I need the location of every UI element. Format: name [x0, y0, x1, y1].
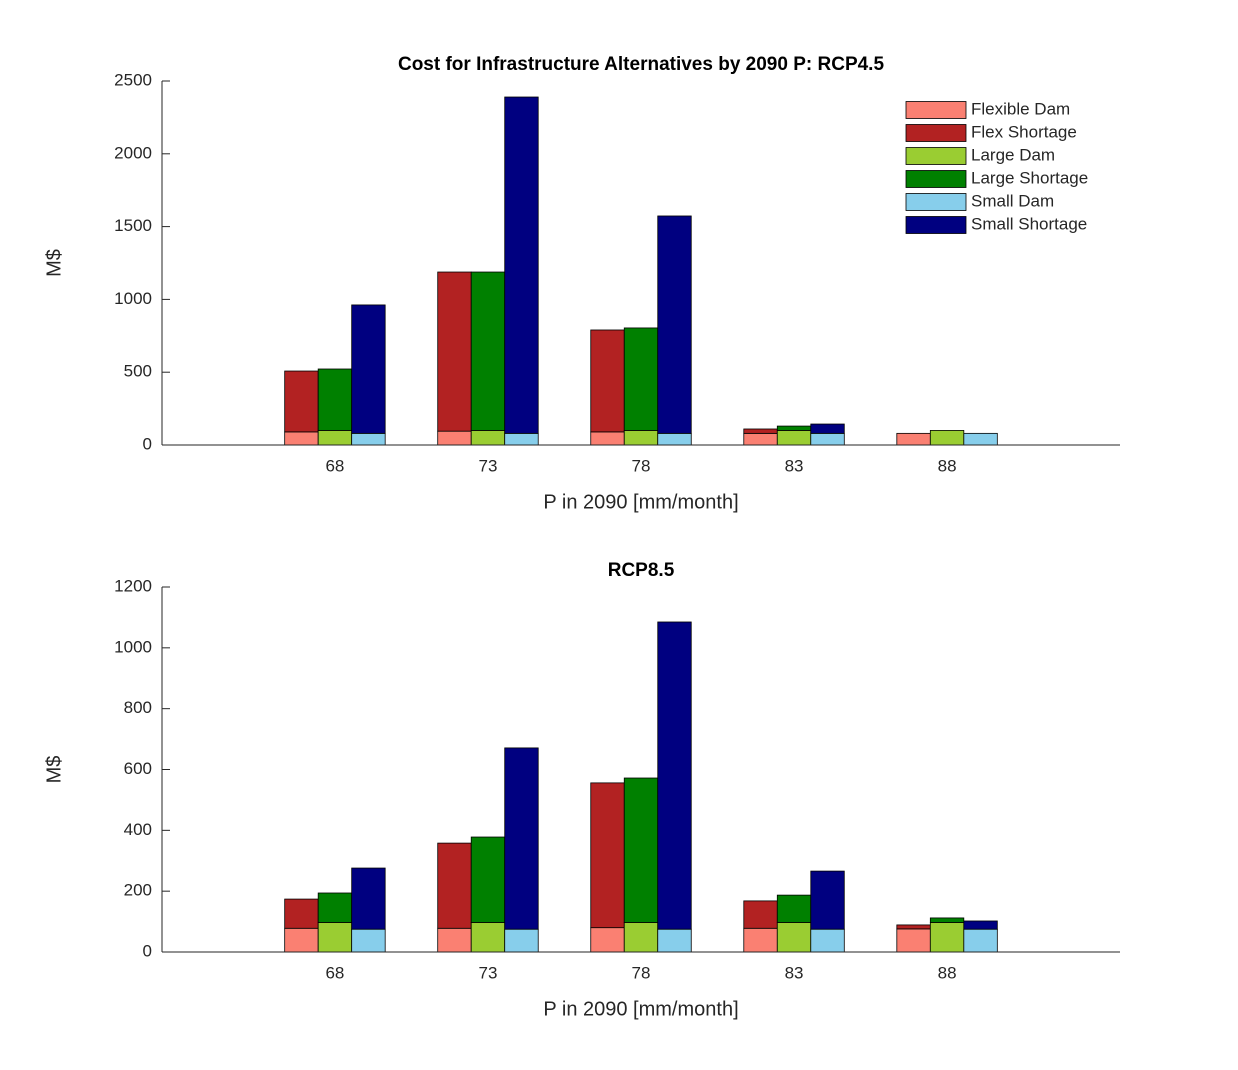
legend-label: Small Shortage	[971, 214, 1087, 233]
y-tick-label: 2000	[114, 143, 152, 162]
bar-segment	[657, 928, 692, 953]
bar-segment	[623, 922, 659, 953]
x-tick-label: 73	[479, 456, 498, 475]
bar-segment	[623, 777, 659, 923]
legend-label: Small Dam	[971, 191, 1054, 210]
bar-segment	[590, 329, 625, 433]
bar-segment	[284, 898, 319, 929]
bar-segment	[896, 924, 931, 930]
chart-title: Cost for Infrastructure Alternatives by …	[398, 54, 884, 75]
bar-segment	[351, 432, 386, 446]
bar-segment	[284, 927, 319, 953]
bar-segment	[470, 836, 506, 923]
x-tick-label: 78	[632, 456, 651, 475]
bar-segment	[776, 430, 812, 446]
x-tick-label: 68	[325, 963, 344, 982]
bar-segment	[623, 430, 659, 446]
bar-segment	[504, 432, 539, 446]
bar-segment	[317, 430, 353, 446]
bar-segment	[963, 920, 998, 930]
y-tick-label: 1500	[114, 216, 152, 235]
bar-segment	[929, 922, 965, 953]
x-tick-label: 88	[938, 456, 957, 475]
bar-segment	[743, 428, 778, 434]
bar-segment	[657, 215, 692, 434]
bar-segment	[963, 432, 998, 446]
y-axis-label: M$	[43, 249, 65, 277]
bar-segment	[470, 271, 506, 431]
x-tick-label: 83	[785, 963, 804, 982]
bar-segment	[351, 304, 386, 434]
bar-segment	[743, 432, 778, 446]
bar-segment	[776, 922, 812, 953]
bar-segment	[284, 431, 319, 446]
bar-segment	[810, 432, 845, 446]
legend-swatch	[905, 216, 967, 234]
legend-label: Large Dam	[971, 145, 1055, 164]
x-tick-label: 68	[325, 456, 344, 475]
bar-segment	[743, 900, 778, 929]
bar-segment	[929, 917, 965, 923]
bar-segment	[317, 922, 353, 953]
x-tick-label: 78	[632, 963, 651, 982]
legend-label: Flexible Dam	[971, 99, 1070, 118]
y-tick-label: 600	[124, 759, 152, 778]
bar-segment	[470, 922, 506, 953]
x-tick-label: 73	[479, 963, 498, 982]
bar-segment	[810, 928, 845, 953]
legend-swatch	[905, 147, 967, 165]
bar-segment	[896, 928, 931, 953]
y-tick-label: 1000	[114, 637, 152, 656]
bar-segment	[657, 432, 692, 446]
bar-segment	[284, 370, 319, 433]
x-tick-label: 88	[938, 963, 957, 982]
legend-label: Flex Shortage	[971, 122, 1077, 141]
y-tick-label: 2500	[114, 70, 152, 89]
legend-label: Large Shortage	[971, 168, 1088, 187]
legend-swatch	[905, 124, 967, 142]
bar-segment	[504, 747, 539, 930]
bar-segment	[590, 782, 625, 929]
y-tick-label: 1200	[114, 576, 152, 595]
bar-segment	[437, 927, 472, 953]
x-axis-label: P in 2090 [mm/month]	[543, 998, 738, 1020]
y-tick-label: 400	[124, 820, 152, 839]
legend-swatch	[905, 170, 967, 188]
bar-segment	[504, 96, 539, 434]
x-tick-label: 83	[785, 456, 804, 475]
bar-segment	[504, 928, 539, 953]
x-axis-label: P in 2090 [mm/month]	[543, 491, 738, 513]
bar-segment	[590, 927, 625, 953]
y-tick-label: 800	[124, 698, 152, 717]
chart-title: RCP8.5	[608, 560, 675, 581]
y-axis-label: M$	[43, 756, 65, 784]
y-tick-label: 200	[124, 881, 152, 900]
bar-segment	[810, 870, 845, 930]
bar-segment	[743, 927, 778, 953]
bar-segment	[351, 867, 386, 930]
bar-segment	[437, 271, 472, 432]
bar-segment	[776, 894, 812, 923]
bar-segment	[657, 621, 692, 930]
y-tick-label: 0	[143, 434, 152, 453]
bar-segment	[317, 892, 353, 923]
bar-segment	[963, 928, 998, 953]
bar-segment	[929, 430, 965, 446]
legend-swatch	[905, 101, 967, 119]
bar-segment	[351, 928, 386, 953]
y-tick-label: 500	[124, 362, 152, 381]
bar-segment	[623, 327, 659, 431]
bar-segment	[437, 430, 472, 446]
y-tick-label: 0	[143, 941, 152, 960]
bar-segment	[810, 423, 845, 434]
bar-segment	[590, 431, 625, 446]
bar-segment	[776, 425, 812, 431]
bar-segment	[896, 432, 931, 446]
bar-segment	[317, 368, 353, 431]
y-tick-label: 1000	[114, 289, 152, 308]
legend-swatch	[905, 193, 967, 211]
bar-segment	[437, 842, 472, 929]
bar-segment	[470, 430, 506, 446]
